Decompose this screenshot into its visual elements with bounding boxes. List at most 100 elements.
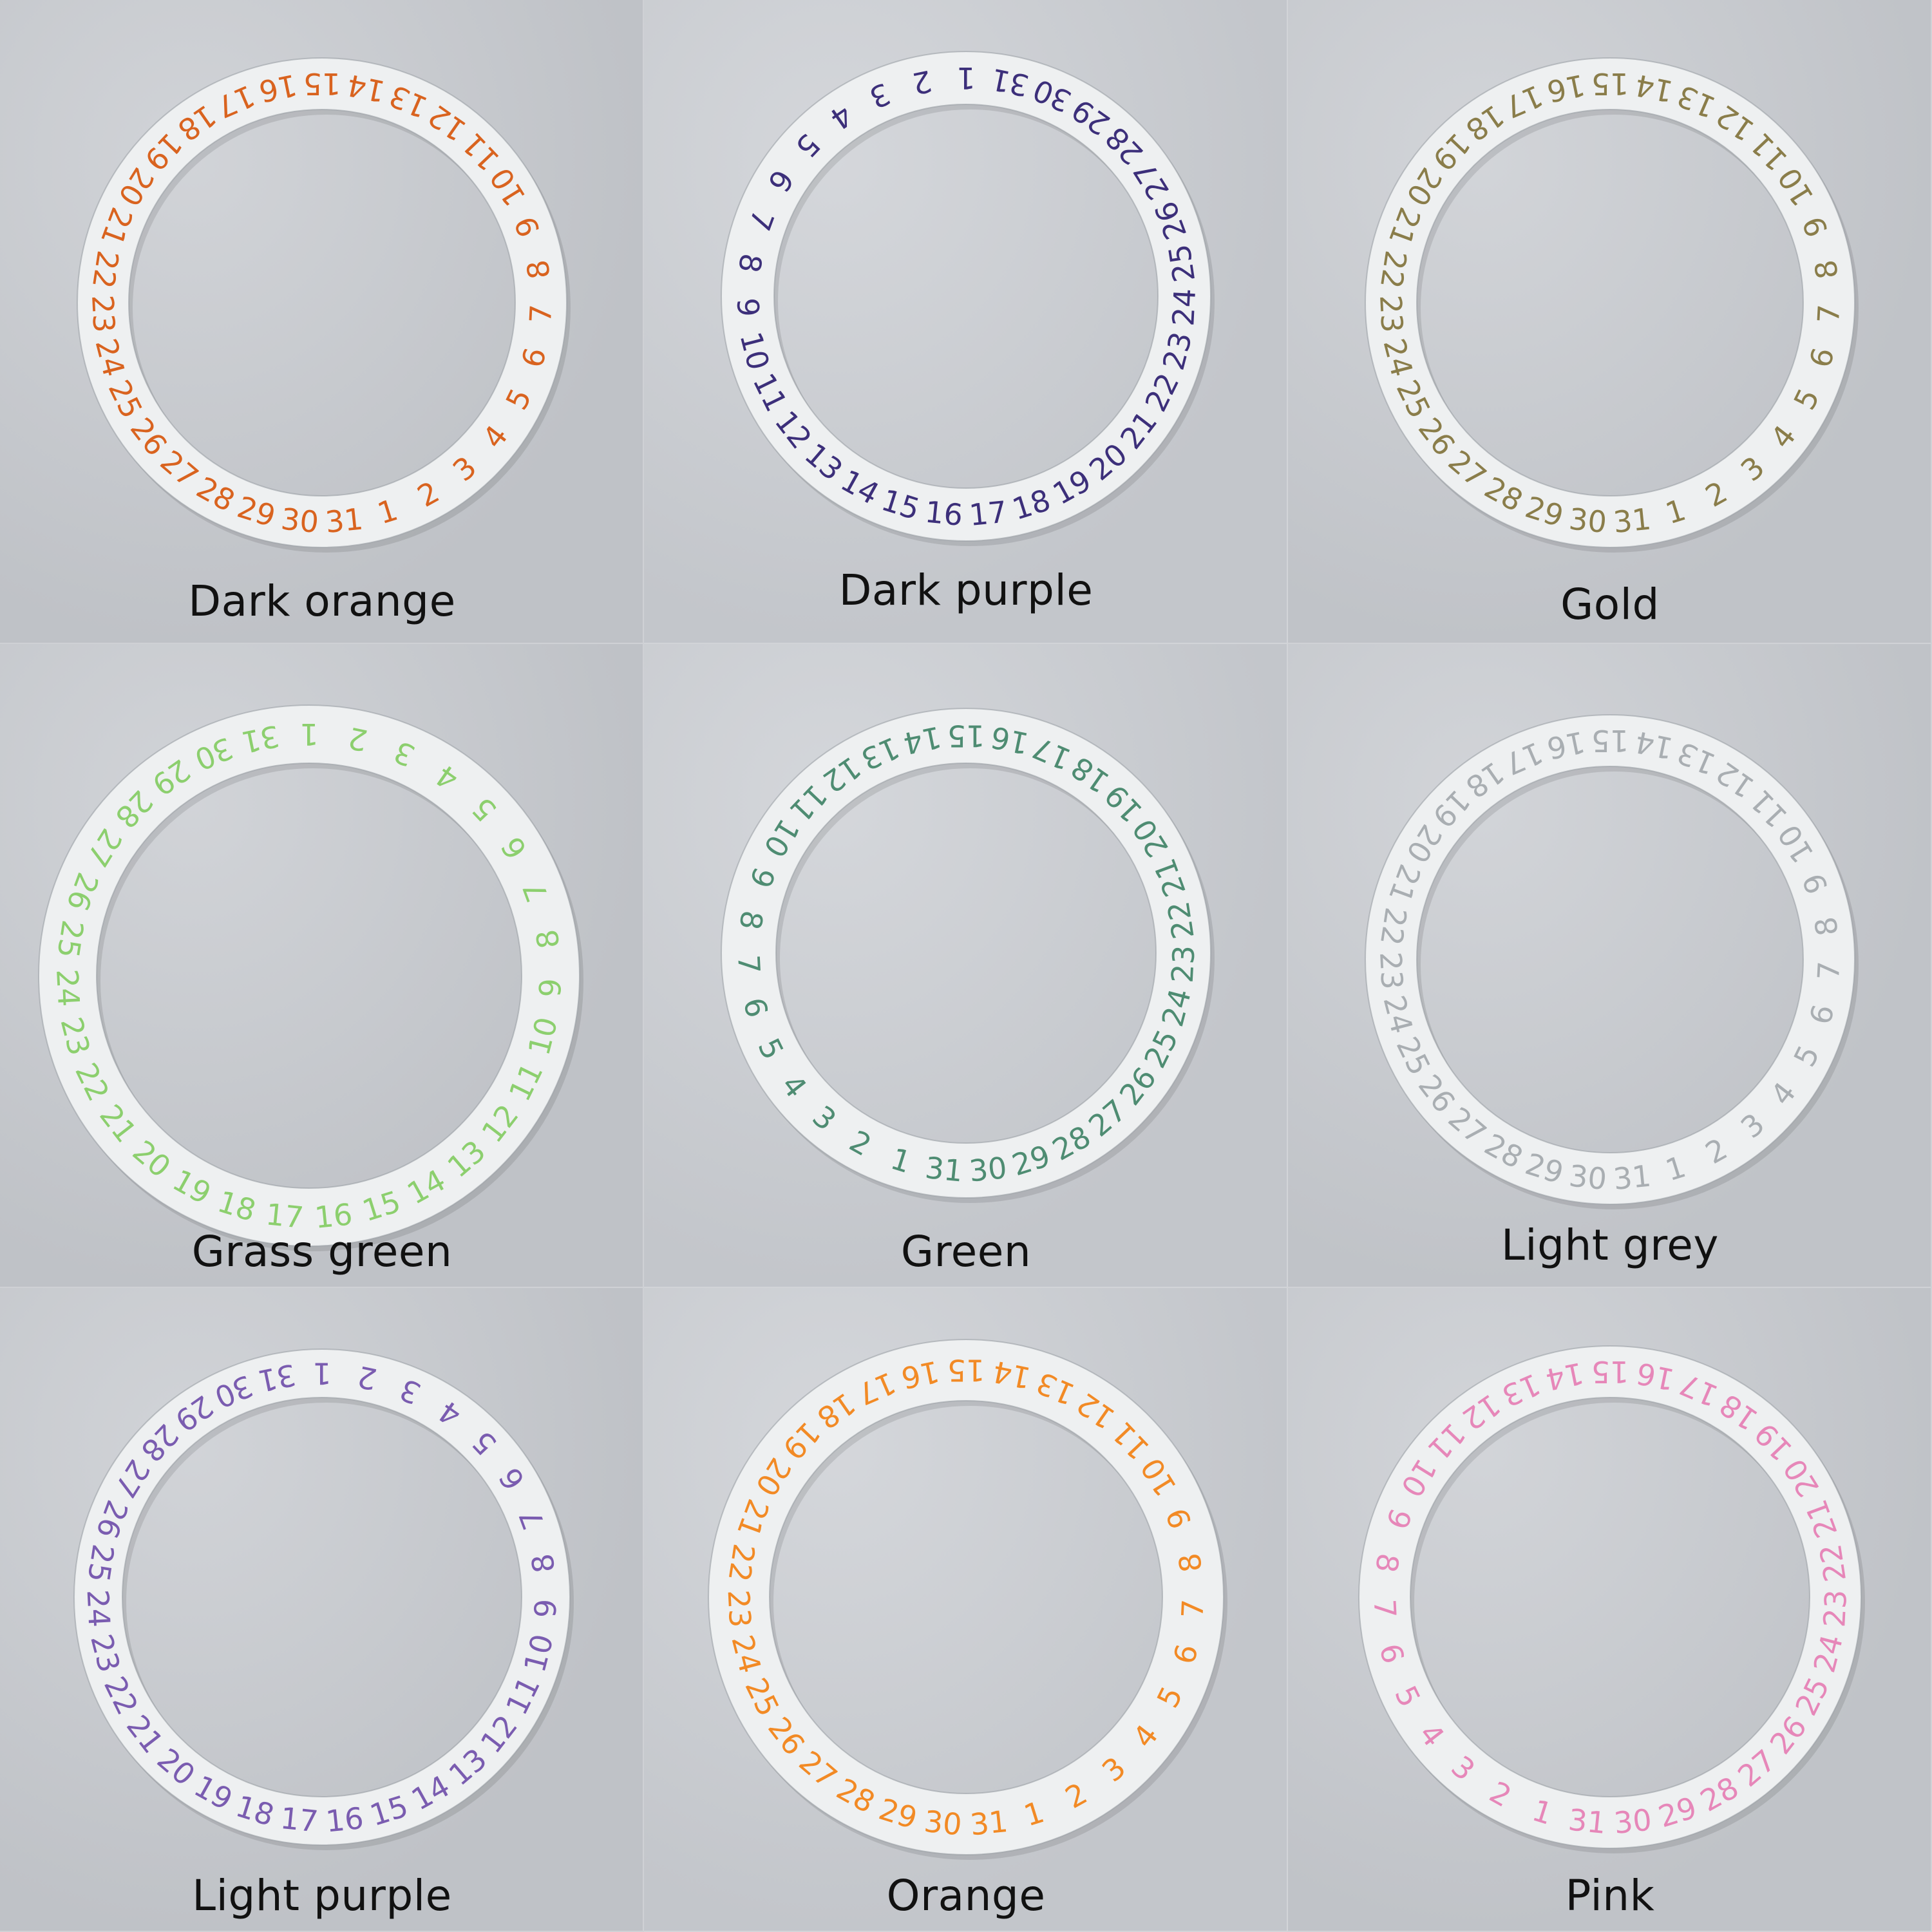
- date-numeral: 30: [1567, 1158, 1609, 1197]
- ring-outer-edge: [1358, 1345, 1862, 1849]
- date-numeral: 17: [279, 1801, 320, 1839]
- date-numeral: 24: [80, 1589, 117, 1628]
- ring-body: [1365, 715, 1855, 1204]
- date-numeral: 25: [80, 1542, 120, 1584]
- ring-outer-edge: [77, 57, 567, 548]
- date-numeral: 22: [86, 248, 126, 290]
- date-numeral: 31: [969, 1804, 1010, 1842]
- date-numeral: 16: [1633, 1356, 1677, 1397]
- ring-body: [1365, 58, 1855, 547]
- date-numeral: 31: [1612, 1158, 1653, 1197]
- date-numeral: 7: [1367, 1598, 1403, 1619]
- date-numeral: 15: [1591, 66, 1629, 101]
- panel-light-purple: 1 2 3 4 5 6 7 8 9 10 11 12 13 14 15 16 17 18 19 20 21 22 23 24 2…: [0, 1288, 644, 1932]
- date-numeral: 30: [1567, 501, 1609, 540]
- panel-dark-purple: 1 2 3 4 5 6 7 8 9 10 11 12 13 14 15 16 17 18 19 20 21 22 23 24 2…: [644, 0, 1288, 644]
- date-numeral: 9: [730, 297, 766, 317]
- ring-outer-edge: [708, 1339, 1224, 1855]
- date-numeral: 22: [1160, 899, 1200, 942]
- color-label-pink: Pink: [1565, 1871, 1655, 1920]
- date-ring-green: 15 16171819202122232425262728293031123456…: [721, 708, 1215, 1203]
- ring-outer-edge: [1365, 57, 1855, 548]
- date-numeral: 15: [947, 719, 985, 753]
- date-numeral: 25: [50, 918, 90, 960]
- date-numeral: 25: [1162, 242, 1202, 285]
- date-numeral: 1: [956, 61, 975, 95]
- date-numeral: 31: [988, 62, 1032, 104]
- ring-body: [721, 708, 1211, 1198]
- ring-inner-edge: [1416, 766, 1804, 1153]
- date-numeral: 15: [947, 1353, 985, 1388]
- ring-body: [77, 58, 567, 547]
- date-numeral: 7: [1811, 960, 1846, 981]
- date-numeral: 23: [85, 294, 122, 334]
- date-numeral: 14: [1632, 724, 1676, 766]
- color-label-dark-orange: Dark orange: [188, 576, 456, 626]
- ring-inner-edge: [1416, 109, 1804, 497]
- color-label-dark-purple: Dark purple: [838, 565, 1094, 615]
- date-numeral: 24: [1166, 288, 1202, 327]
- ring-body: [708, 1340, 1224, 1855]
- date-numeral: 24: [50, 968, 86, 1007]
- color-label-light-grey: Light grey: [1501, 1220, 1719, 1270]
- panel-gold: 15 16 17 18 19 20 21 22 23 24 25 26 27 28 29 30 31 1 2 3 4 5 6…: [1288, 0, 1932, 644]
- date-numeral: 30: [1613, 1802, 1654, 1841]
- date-numeral: 14: [1632, 68, 1676, 109]
- date-numeral: 31: [1567, 1802, 1608, 1841]
- date-numeral: 16: [1544, 724, 1587, 766]
- date-numeral: 14: [990, 1354, 1034, 1396]
- color-label-orange: Orange: [886, 1871, 1046, 1920]
- date-numeral: 7: [731, 954, 766, 974]
- ring-inner-edge: [1410, 1397, 1810, 1797]
- ring-outer-edge: [721, 708, 1211, 1198]
- date-numeral: 31: [923, 1150, 965, 1189]
- date-numeral: 16: [313, 1197, 354, 1235]
- ring-outer-edge: [721, 51, 1211, 542]
- panel-orange: 15 16 17 18 19 20 21 22 23 24 25 26 27 28 29 30 31 1 2 3 4 5 6…: [644, 1288, 1288, 1932]
- color-label-gold: Gold: [1560, 580, 1660, 629]
- ring-outer-edge: [38, 705, 580, 1247]
- date-numeral: 23: [1373, 294, 1410, 334]
- date-numeral: 7: [1175, 1598, 1210, 1619]
- date-numeral: 17: [264, 1197, 305, 1235]
- color-label-green: Green: [900, 1227, 1032, 1276]
- panel-grass-green: 1 2 3 4 5 6 7 8 9 10 11 12 13 14 15 16 17 18 19 20 21 22 23 24 2…: [0, 644, 644, 1288]
- date-numeral: 14: [344, 68, 388, 109]
- date-numeral: 31: [324, 501, 365, 540]
- date-numeral: 22: [721, 1542, 761, 1584]
- date-numeral: 16: [256, 68, 299, 109]
- date-numeral: 7: [523, 303, 558, 324]
- date-numeral: 22: [1374, 905, 1414, 947]
- date-numeral: 30: [967, 1150, 1009, 1189]
- date-numeral: 30: [922, 1804, 963, 1842]
- date-ring-grass-green: 1 2 34567891011121314151617181920212223242…: [38, 705, 583, 1251]
- date-numeral: 16: [988, 719, 1032, 761]
- date-numeral: 31: [1612, 501, 1653, 540]
- date-numeral: 14: [1542, 1356, 1586, 1397]
- date-numeral: 1: [299, 717, 318, 752]
- date-numeral: 31: [255, 1357, 299, 1399]
- date-ring-light-purple: 1 2 34567891011121314151617181920212223242…: [73, 1349, 574, 1850]
- date-numeral: 23: [1165, 944, 1202, 983]
- ring-inner-edge: [773, 104, 1159, 489]
- date-numeral: 15: [1591, 723, 1629, 758]
- ring-inner-edge: [769, 1400, 1163, 1794]
- date-numeral: 31: [238, 718, 282, 760]
- color-label-grass-green: Grass green: [191, 1227, 453, 1276]
- date-numeral: 23: [1373, 951, 1410, 990]
- panel-green: 15 16 17 18 19 20 21 22 23 24 25 26 27 28 29 30 31 1 2 3 4 5 6…: [644, 644, 1288, 1288]
- ring-inner-edge: [775, 762, 1157, 1144]
- ring-inner-edge: [122, 1397, 522, 1797]
- date-numeral: 9: [533, 978, 568, 998]
- ring-outer-edge: [73, 1349, 571, 1846]
- ring-inner-edge: [128, 109, 516, 497]
- panel-pink: 15 16 17 18 19 20 21 22 23 24 25 26 27 28 29 30 31 1 2 3 4 5 6…: [1288, 1288, 1932, 1932]
- date-numeral: 16: [1544, 68, 1587, 109]
- date-numeral: 17: [967, 494, 1009, 533]
- date-numeral: 22: [1813, 1542, 1853, 1584]
- ring-body: [39, 705, 580, 1246]
